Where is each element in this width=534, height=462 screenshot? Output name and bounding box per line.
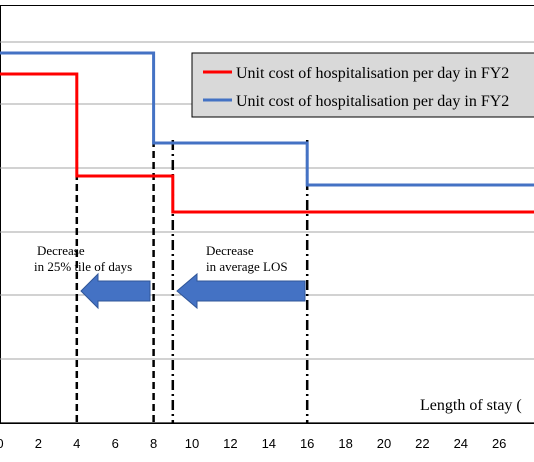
annotation-text: in average LOS bbox=[206, 259, 288, 274]
arrow-left-2 bbox=[176, 272, 306, 310]
series-line bbox=[0, 72, 534, 214]
series-line bbox=[0, 51, 534, 187]
annotation-text: in 25% tile of days bbox=[34, 259, 132, 274]
arrow-left-icon bbox=[176, 272, 306, 310]
legend: Unit cost of hospitalisation per day in … bbox=[191, 52, 534, 118]
x-tick-label: 20 bbox=[377, 436, 391, 451]
x-tick-label: 10 bbox=[185, 436, 199, 451]
series-lines bbox=[0, 51, 534, 214]
x-tick-label: 6 bbox=[112, 436, 119, 451]
x-tick-label: 12 bbox=[223, 436, 237, 451]
x-tick-label: 18 bbox=[338, 436, 352, 451]
x-tick-label: 26 bbox=[492, 436, 506, 451]
x-tick-label: 16 bbox=[300, 436, 314, 451]
x-tick-label: 4 bbox=[73, 436, 80, 451]
x-tick-label: 0 bbox=[0, 436, 4, 451]
x-axis-label: Length of stay ( bbox=[420, 397, 522, 414]
x-tick-label: 2 bbox=[35, 436, 42, 451]
x-tick-label: 14 bbox=[262, 436, 276, 451]
x-tick-label: 22 bbox=[415, 436, 429, 451]
legend-box bbox=[191, 52, 534, 118]
arrow-left-icon bbox=[80, 272, 151, 310]
legend-label: Unit cost of hospitalisation per day in … bbox=[236, 93, 509, 110]
arrow-left-1 bbox=[80, 272, 151, 310]
annotation-text: Decrease bbox=[37, 243, 85, 258]
x-tick-label: 8 bbox=[150, 436, 157, 451]
legend-label: Unit cost of hospitalisation per day in … bbox=[236, 65, 509, 82]
x-tick-label: 24 bbox=[454, 436, 468, 451]
annotation-text: Decrease bbox=[206, 243, 254, 258]
x-tick-labels: 02468101214161820222426 bbox=[0, 436, 506, 451]
